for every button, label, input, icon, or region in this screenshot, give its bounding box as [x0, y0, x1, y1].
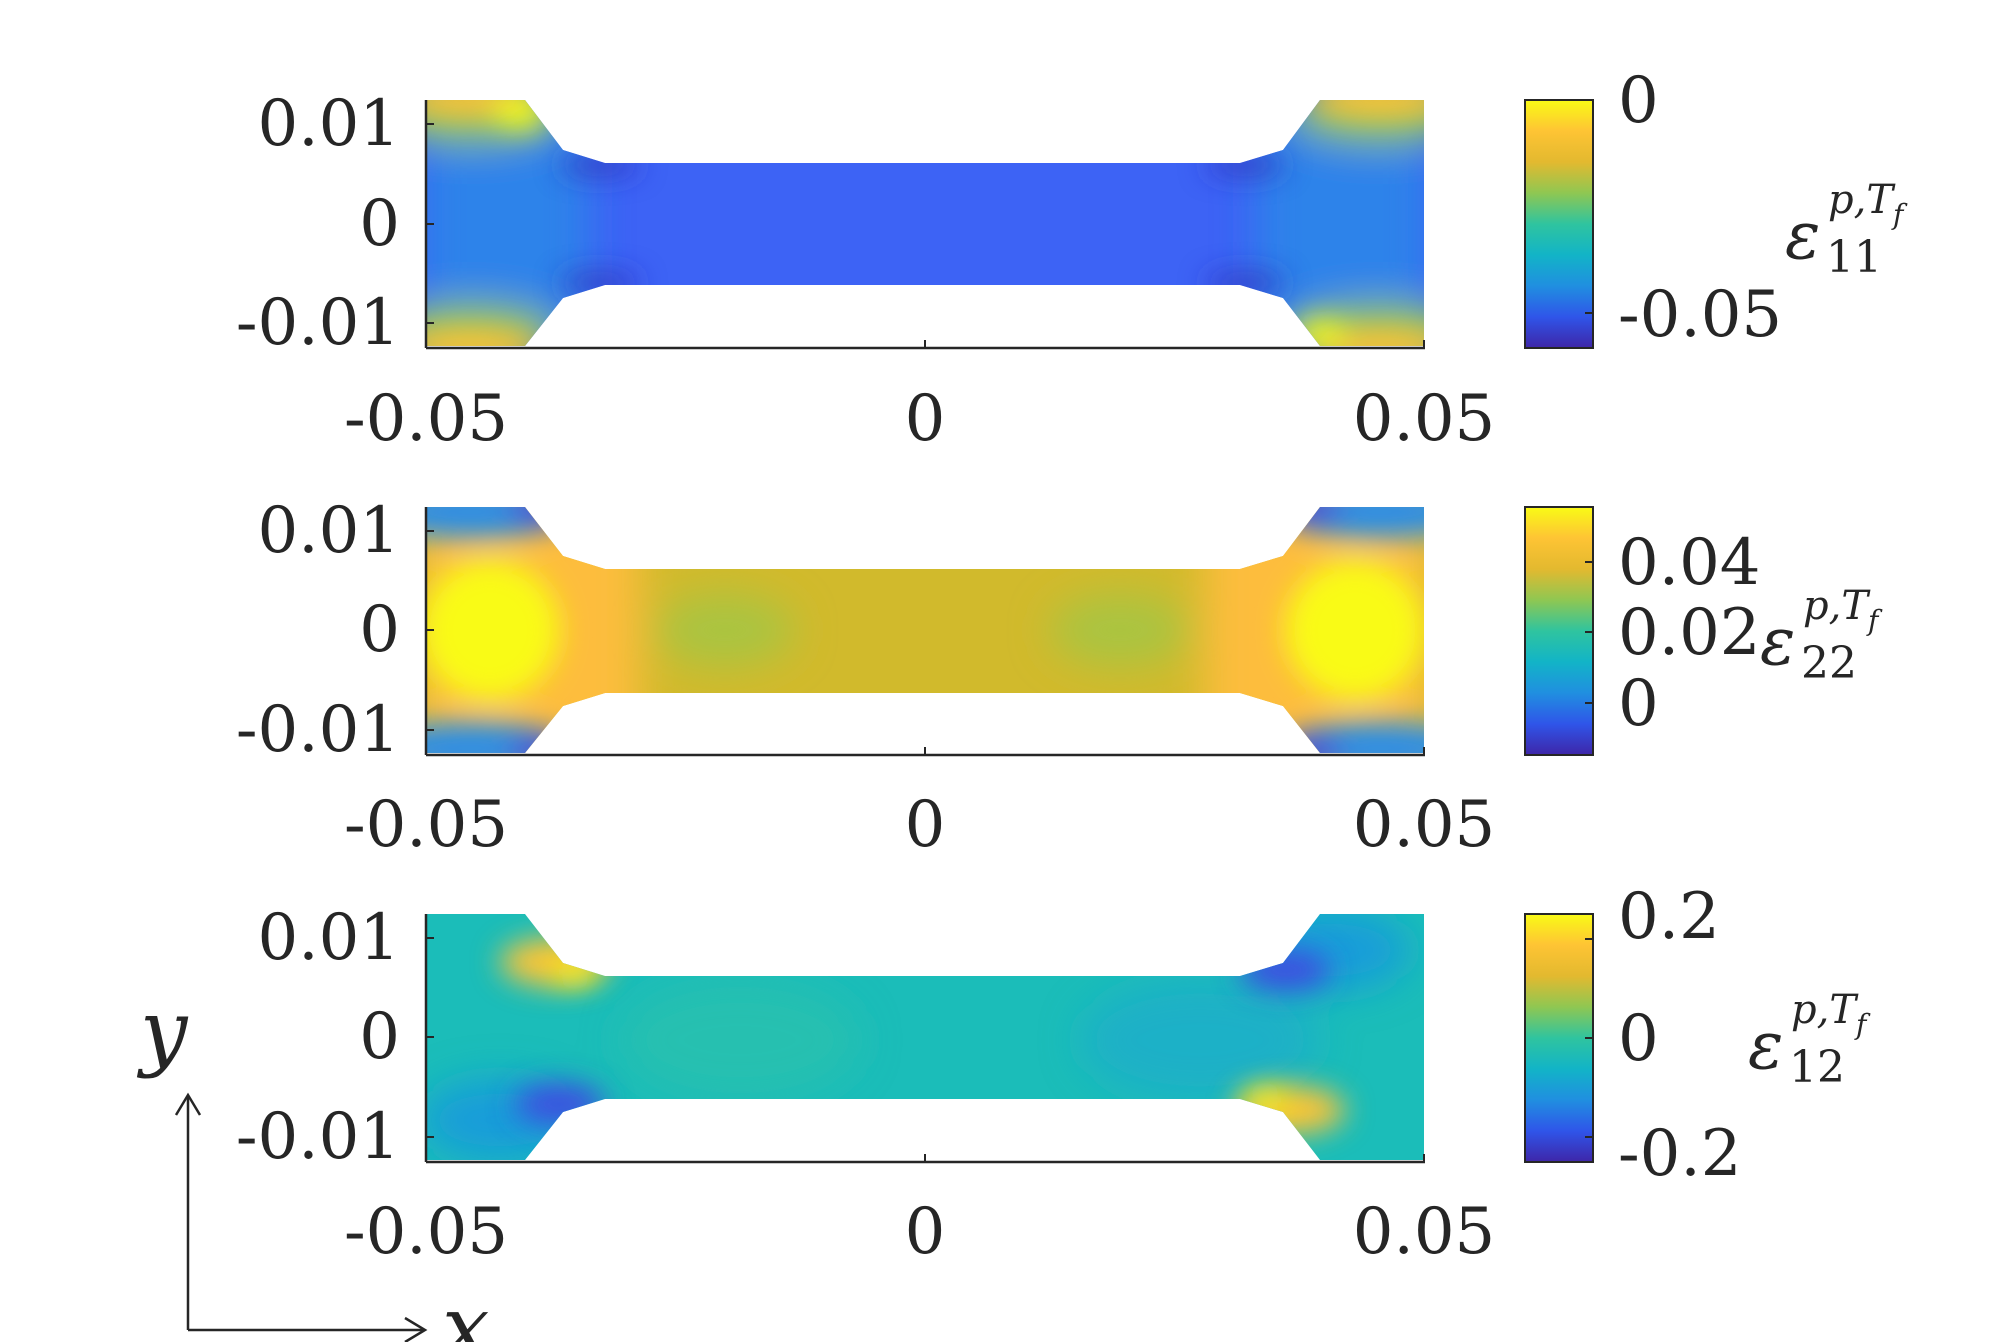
colorbar-tick-label: 0 [1618, 64, 1659, 138]
colorbar-eps11: 0 -0.05 [1524, 64, 1782, 352]
y-tick-label: -0.01 [236, 1100, 400, 1174]
panel-eps11: 0.01 0 -0.01 -0.05 0 0.05 0 -0.05 ε p,T … [236, 64, 1908, 456]
svg-text:ε: ε [1760, 603, 1795, 680]
axes-triad: y x [136, 982, 489, 1342]
colorbar-eps12: 0.2 0 -0.2 [1524, 880, 1741, 1191]
triad-y-label: y [136, 982, 189, 1080]
colorbar-tick-label: -0.2 [1618, 1117, 1741, 1191]
y-tick-label: -0.01 [236, 693, 400, 767]
x-tick-label: -0.05 [344, 382, 508, 456]
x-tick-label: 0 [905, 382, 946, 456]
y-tick-label: 0 [359, 1000, 400, 1074]
y-tick-label: 0.01 [258, 901, 401, 975]
svg-text:p,T: p,T [1803, 583, 1871, 629]
colorbar-label-eps22: ε p,T f 22 [1760, 583, 1883, 689]
x-tick-label: 0 [905, 1195, 946, 1269]
y-tick-label: 0 [359, 593, 400, 667]
svg-text:22: 22 [1801, 638, 1857, 689]
y-tick-label: -0.01 [236, 286, 400, 360]
y-tick-label: 0 [359, 187, 400, 261]
colorbar-label-eps11: ε p,T f 11 [1785, 177, 1908, 283]
y-tick-label: 0.01 [258, 87, 401, 161]
panel-eps22: 0.01 0 -0.01 -0.05 0 0.05 0.04 0.02 0 ε … [236, 494, 1883, 862]
svg-text:12: 12 [1789, 1042, 1845, 1093]
svg-text:f: f [1866, 604, 1883, 637]
colorbar-eps22: 0.04 0.02 0 [1524, 506, 1761, 756]
field-eps12 [426, 914, 1424, 1160]
svg-text:p,T: p,T [1791, 987, 1859, 1033]
colorbar-tick-label: 0 [1618, 667, 1659, 741]
svg-text:f: f [1854, 1008, 1871, 1041]
colorbar-tick-label: 0.2 [1618, 880, 1720, 954]
svg-text:11: 11 [1826, 232, 1882, 283]
panel-eps12: 0.01 0 -0.01 -0.05 0 0.05 0.2 0 -0.2 ε p… [236, 880, 1871, 1269]
x-tick-label: -0.05 [344, 788, 508, 862]
field-eps11 [426, 100, 1424, 346]
colorbar-tick-label: 0.02 [1618, 596, 1761, 670]
colorbar-tick-label: 0 [1618, 1002, 1659, 1076]
x-tick-label: 0.05 [1353, 788, 1496, 862]
colorbar-label-eps12: ε p,T f 12 [1748, 987, 1871, 1093]
svg-text:f: f [1891, 198, 1908, 231]
y-tick-label: 0.01 [258, 494, 401, 568]
colorbar-tick-label: 0.04 [1618, 526, 1761, 600]
triad-x-label: x [442, 1278, 489, 1342]
x-tick-label: -0.05 [344, 1195, 508, 1269]
svg-text:ε: ε [1748, 1007, 1783, 1084]
field-eps22 [426, 507, 1424, 753]
x-tick-label: 0.05 [1353, 1195, 1496, 1269]
svg-text:p,T: p,T [1828, 177, 1896, 223]
x-tick-label: 0.05 [1353, 382, 1496, 456]
x-tick-label: 0 [905, 788, 946, 862]
svg-text:ε: ε [1785, 197, 1820, 274]
colorbar-tick-label: -0.05 [1618, 278, 1782, 352]
